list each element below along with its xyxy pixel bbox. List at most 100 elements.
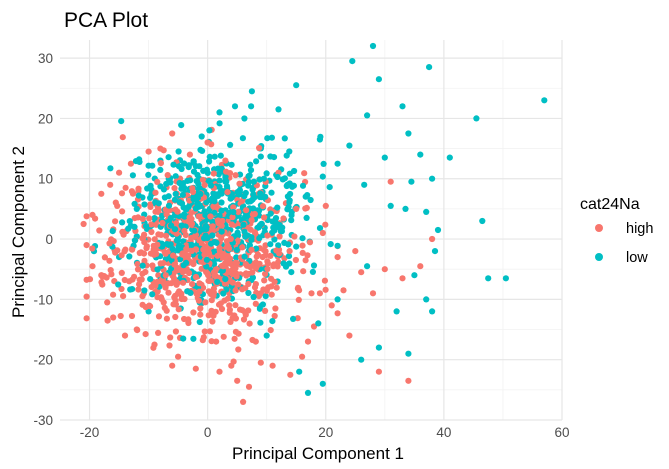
- data-point-high: [190, 261, 197, 268]
- data-point-high: [224, 189, 231, 196]
- data-point-low: [364, 112, 371, 119]
- data-point-low: [280, 260, 287, 267]
- data-point-high: [259, 253, 266, 261]
- data-point-low: [429, 175, 436, 182]
- data-point-high: [214, 252, 221, 259]
- data-point-high: [280, 215, 287, 222]
- data-point-high: [107, 181, 114, 188]
- data-point-high: [188, 247, 195, 254]
- data-point-low: [211, 198, 218, 205]
- data-point-low: [217, 152, 224, 159]
- data-point-high: [121, 332, 129, 339]
- data-point-high: [211, 272, 218, 279]
- data-point-low: [240, 221, 247, 228]
- data-point-high: [229, 214, 236, 221]
- data-point-low: [143, 223, 150, 230]
- data-point-high: [252, 300, 259, 307]
- data-point-low: [248, 197, 255, 204]
- data-point-low: [257, 319, 264, 326]
- data-point-low: [417, 151, 424, 158]
- data-point-low: [211, 260, 218, 267]
- data-point-high: [215, 217, 222, 224]
- data-point-low: [206, 153, 213, 160]
- data-point-high: [108, 236, 115, 243]
- data-point-high: [196, 280, 203, 287]
- data-point-low: [245, 178, 252, 185]
- data-point-high: [239, 244, 246, 251]
- data-point-low: [228, 161, 235, 168]
- data-point-low: [375, 76, 382, 83]
- data-point-low: [334, 160, 341, 167]
- data-point-low: [180, 335, 187, 342]
- data-point-low: [144, 185, 151, 192]
- data-point-low: [290, 182, 297, 189]
- data-point-low: [319, 173, 326, 180]
- data-point-high: [89, 245, 96, 252]
- x-tick-label: 40: [436, 425, 451, 440]
- data-point-high: [189, 281, 196, 288]
- data-point-high: [220, 333, 227, 340]
- data-point-high: [128, 312, 136, 320]
- data-point-low: [147, 276, 154, 283]
- data-point-high: [218, 305, 226, 313]
- y-tick-label: 20: [38, 111, 53, 126]
- data-point-high: [122, 184, 129, 191]
- data-point-high: [112, 218, 119, 225]
- data-point-high: [232, 328, 239, 335]
- data-point-high: [222, 157, 229, 164]
- data-point-high: [142, 331, 149, 338]
- data-point-high: [243, 272, 250, 279]
- data-point-high: [120, 293, 127, 300]
- data-point-low: [423, 296, 430, 303]
- data-point-low: [210, 248, 217, 255]
- data-point-low: [275, 106, 282, 113]
- data-point-low: [172, 173, 179, 180]
- data-point-low: [245, 173, 252, 180]
- data-point-low: [288, 269, 295, 276]
- data-point-high: [223, 168, 230, 175]
- data-point-high: [169, 362, 176, 369]
- data-point-low: [250, 178, 257, 185]
- data-point-high: [269, 362, 276, 369]
- data-point-low: [361, 181, 368, 188]
- data-point-high: [292, 256, 299, 264]
- data-point-low: [188, 241, 195, 248]
- data-point-high: [322, 286, 329, 293]
- data-point-low: [485, 275, 492, 282]
- data-point-low: [185, 164, 192, 171]
- data-point-high: [164, 172, 171, 179]
- data-point-low: [285, 203, 292, 210]
- data-point-low: [223, 183, 231, 190]
- data-point-low: [203, 256, 210, 263]
- data-point-high: [175, 353, 182, 360]
- data-point-low: [214, 278, 221, 285]
- data-point-high: [268, 291, 275, 298]
- data-point-high: [233, 273, 240, 280]
- y-tick-label: -20: [33, 353, 53, 368]
- data-point-low: [213, 239, 220, 246]
- data-point-high: [232, 302, 239, 309]
- data-point-high: [165, 289, 172, 296]
- data-point-high: [162, 250, 169, 257]
- data-point-low: [239, 135, 246, 142]
- data-point-high: [239, 286, 246, 293]
- data-point-low: [281, 175, 288, 182]
- data-point-high: [160, 147, 167, 154]
- data-point-low: [358, 356, 365, 363]
- data-point-low: [268, 229, 276, 236]
- x-tick-label: 0: [204, 425, 212, 440]
- data-point-low: [216, 120, 223, 127]
- data-point-low: [291, 167, 298, 175]
- data-point-high: [175, 306, 182, 313]
- data-point-high: [276, 233, 283, 240]
- data-point-low: [310, 262, 318, 269]
- data-point-low: [431, 248, 439, 255]
- data-point-low: [479, 217, 486, 225]
- data-point-high: [286, 248, 293, 255]
- data-point-high: [163, 307, 170, 314]
- data-point-high: [261, 247, 268, 254]
- data-point-low: [233, 254, 240, 261]
- data-point-high: [257, 359, 264, 366]
- data-point-low: [541, 97, 548, 104]
- data-point-high: [101, 254, 108, 261]
